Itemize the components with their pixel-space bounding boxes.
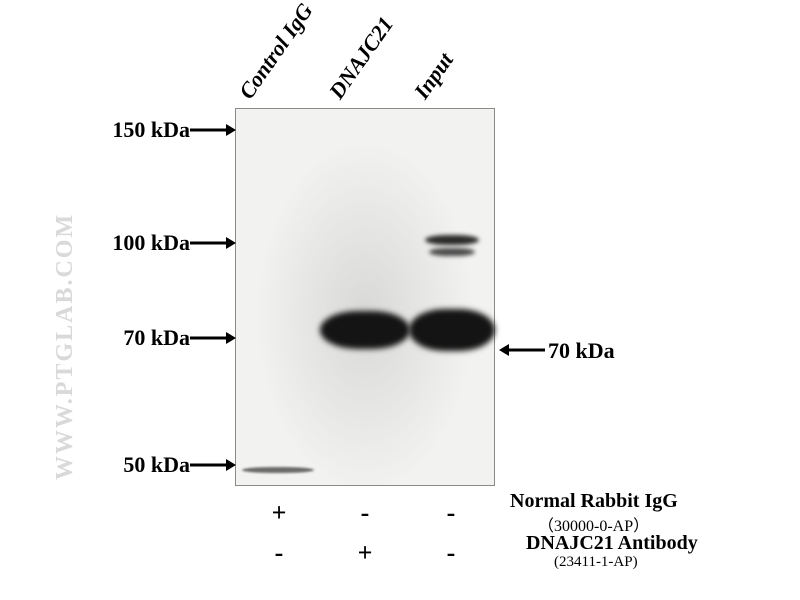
lane-header-1: DNAJC21 bbox=[324, 12, 399, 104]
result-arrow bbox=[497, 340, 545, 360]
ladder-arrow-3 bbox=[190, 455, 238, 475]
lane-header-0: Control IgG bbox=[234, 0, 319, 104]
band-0 bbox=[320, 311, 410, 349]
lane-header-2: Input bbox=[409, 48, 459, 104]
ladder-label-1: 100 kDa bbox=[72, 230, 190, 256]
figure-root: WWW.PTGLAB.COM Control IgG DNAJC21 Input… bbox=[0, 0, 800, 600]
ladder-arrow-2 bbox=[190, 328, 238, 348]
ladder-arrow-0 bbox=[190, 120, 238, 140]
band-1 bbox=[409, 309, 495, 351]
pm-0-1: - bbox=[350, 498, 380, 528]
pm-0-0: + bbox=[264, 498, 294, 528]
pm-0-2: - bbox=[436, 498, 466, 528]
ladder-label-2: 70 kDa bbox=[72, 325, 190, 351]
band-3 bbox=[429, 248, 475, 256]
result-label: 70 kDa bbox=[548, 338, 615, 364]
pm-1-2: - bbox=[436, 538, 466, 568]
reagent-sub-1: (23411-1-AP) bbox=[554, 554, 638, 571]
reagent-label-0: Normal Rabbit IgG bbox=[510, 490, 678, 513]
pm-1-0: - bbox=[264, 538, 294, 568]
reagent-label-1: DNAJC21 Antibody bbox=[526, 532, 698, 555]
blot-membrane bbox=[235, 108, 495, 486]
band-4 bbox=[242, 467, 314, 473]
ladder-label-3: 50 kDa bbox=[72, 452, 190, 478]
ladder-label-0: 150 kDa bbox=[72, 117, 190, 143]
ladder-arrow-1 bbox=[190, 233, 238, 253]
band-2 bbox=[425, 235, 479, 245]
pm-1-1: + bbox=[350, 538, 380, 568]
